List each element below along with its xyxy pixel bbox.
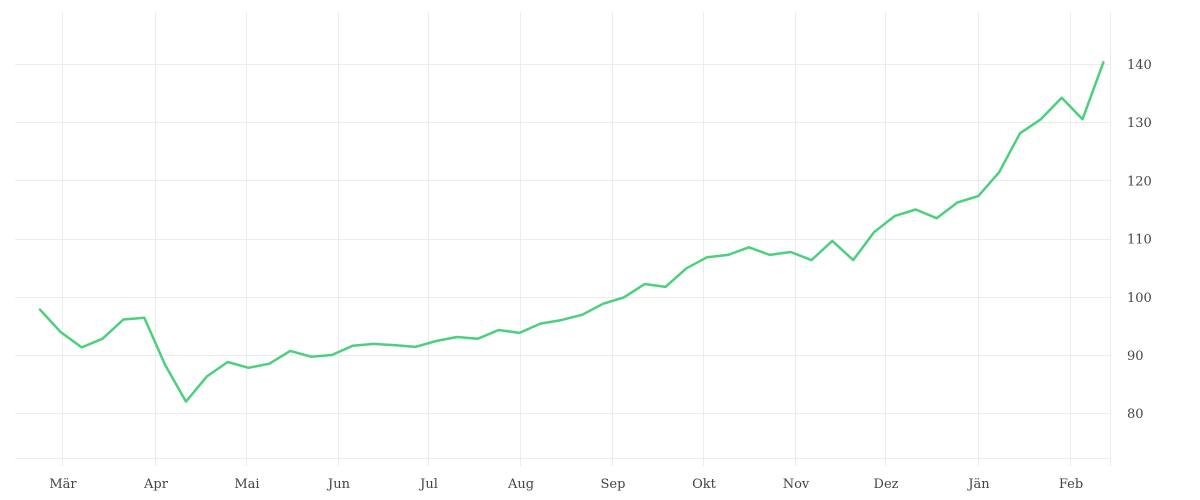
x-axis-labels: Mär Apr Mai Jun Jul Aug Sep Okt Nov Dez Jän Feb xyxy=(49,477,1083,492)
y-tick-label: 90 xyxy=(1127,349,1144,364)
y-tick-label: 110 xyxy=(1127,233,1152,248)
y-tick-label: 100 xyxy=(1127,291,1152,306)
y-tick-label: 140 xyxy=(1127,58,1152,73)
x-tick-label: Okt xyxy=(692,477,717,492)
y-tick-label: 120 xyxy=(1127,174,1152,189)
x-tick-label: Nov xyxy=(783,477,810,492)
x-tick-label: Aug xyxy=(507,477,534,492)
x-tick-label: Jul xyxy=(418,477,438,492)
y-tick-label: 130 xyxy=(1127,116,1152,131)
y-axis-labels: 80 90 100 110 120 130 140 xyxy=(1127,58,1152,422)
x-tick-label: Jun xyxy=(326,477,351,492)
x-tick-label: Mär xyxy=(49,477,77,492)
x-tick-label: Feb xyxy=(1059,477,1083,492)
horizontal-gridlines xyxy=(15,64,1110,459)
x-tick-label: Jän xyxy=(966,477,990,492)
vertical-gridlines xyxy=(62,12,1111,466)
series-line-value xyxy=(38,61,1105,403)
series-layer xyxy=(38,61,1105,403)
x-tick-label: Sep xyxy=(601,477,626,492)
x-tick-label: Mai xyxy=(234,477,259,492)
x-tick-label: Dez xyxy=(874,477,899,492)
y-tick-label: 80 xyxy=(1127,407,1144,422)
x-tick-label: Apr xyxy=(143,477,169,492)
